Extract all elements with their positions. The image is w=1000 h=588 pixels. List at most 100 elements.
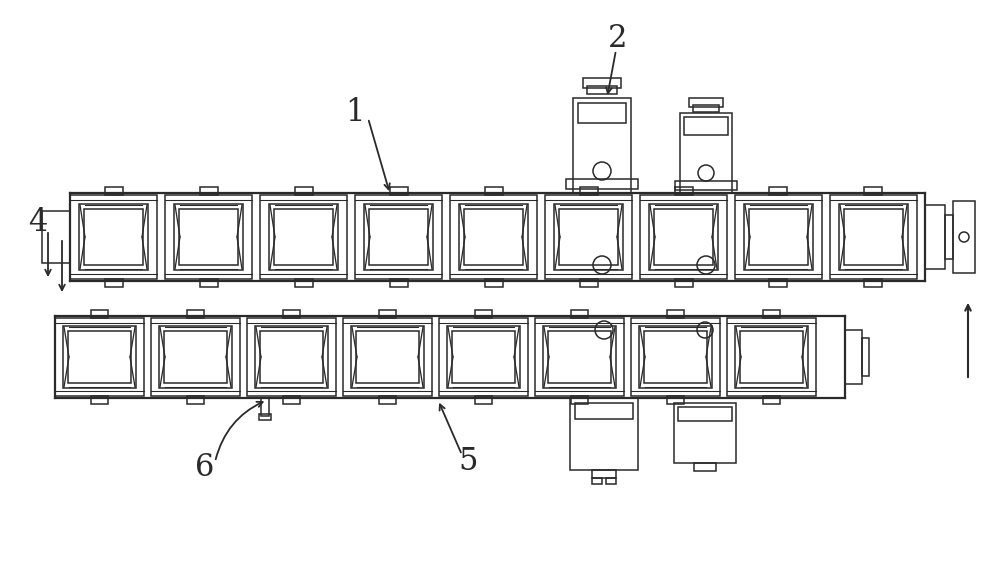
Bar xyxy=(580,279,598,287)
Bar xyxy=(644,331,707,383)
Bar xyxy=(459,204,528,270)
Bar xyxy=(580,187,598,195)
Bar xyxy=(694,463,716,471)
Bar xyxy=(727,318,816,396)
Bar xyxy=(640,195,727,279)
Bar xyxy=(91,310,108,318)
Bar xyxy=(452,331,515,383)
Bar xyxy=(164,331,227,383)
Bar xyxy=(587,86,617,94)
Bar xyxy=(187,396,204,404)
Bar xyxy=(200,187,218,195)
Bar xyxy=(484,187,503,195)
Text: 6: 6 xyxy=(195,453,215,483)
Bar xyxy=(247,318,336,396)
Bar xyxy=(578,103,626,123)
Bar xyxy=(274,209,333,265)
Bar xyxy=(674,187,692,195)
Bar xyxy=(343,318,432,396)
Bar xyxy=(283,396,300,404)
Bar xyxy=(570,398,638,470)
Bar xyxy=(283,310,300,318)
Bar xyxy=(187,310,204,318)
Bar xyxy=(450,195,537,279)
Bar xyxy=(255,326,328,388)
Bar xyxy=(631,318,720,396)
Bar xyxy=(744,204,813,270)
Bar xyxy=(545,195,632,279)
Bar xyxy=(606,478,616,484)
Bar xyxy=(592,470,616,478)
Bar xyxy=(674,279,692,287)
Bar xyxy=(654,209,713,265)
Bar xyxy=(649,204,718,270)
Bar xyxy=(70,195,157,279)
Bar xyxy=(439,318,528,396)
Bar xyxy=(953,201,975,273)
Bar xyxy=(583,78,621,88)
Bar xyxy=(592,478,602,484)
Bar xyxy=(769,279,787,287)
Bar xyxy=(864,279,882,287)
Bar xyxy=(945,215,953,259)
Bar xyxy=(864,187,882,195)
Bar xyxy=(862,338,869,376)
Bar xyxy=(159,326,232,388)
Bar xyxy=(554,204,623,270)
Bar xyxy=(379,396,396,404)
Bar xyxy=(678,407,732,421)
Bar xyxy=(261,398,269,416)
Bar xyxy=(295,279,313,287)
Bar xyxy=(379,310,396,318)
Bar xyxy=(740,331,803,383)
Bar xyxy=(105,187,123,195)
Bar xyxy=(42,211,70,263)
Bar xyxy=(475,396,492,404)
Bar xyxy=(566,179,638,189)
Bar xyxy=(269,204,338,270)
Bar xyxy=(84,209,143,265)
Bar xyxy=(351,326,424,388)
Bar xyxy=(667,396,684,404)
Bar xyxy=(105,279,123,287)
Bar xyxy=(260,331,323,383)
Bar xyxy=(535,318,624,396)
Bar xyxy=(735,195,822,279)
Bar xyxy=(91,396,108,404)
Text: 1: 1 xyxy=(345,96,365,128)
Bar xyxy=(925,205,945,269)
Bar xyxy=(79,204,148,270)
Text: 2: 2 xyxy=(608,22,628,54)
Bar xyxy=(165,195,252,279)
Bar xyxy=(844,209,903,265)
Text: 4: 4 xyxy=(28,206,48,238)
Bar xyxy=(68,331,131,383)
Bar xyxy=(693,105,719,112)
Bar xyxy=(559,209,618,265)
Bar xyxy=(573,98,631,193)
Bar xyxy=(151,318,240,396)
Bar xyxy=(260,195,347,279)
Bar xyxy=(174,204,243,270)
Bar xyxy=(364,204,433,270)
Bar xyxy=(830,195,917,279)
Bar xyxy=(675,181,737,190)
Bar xyxy=(684,117,728,135)
Bar xyxy=(447,326,520,388)
Bar xyxy=(571,396,588,404)
Bar xyxy=(749,209,808,265)
Bar xyxy=(639,326,712,388)
Bar xyxy=(390,187,408,195)
Bar xyxy=(200,279,218,287)
Bar xyxy=(369,209,428,265)
Bar xyxy=(543,326,616,388)
Bar xyxy=(839,204,908,270)
Bar xyxy=(295,187,313,195)
Bar xyxy=(763,310,780,318)
Bar xyxy=(475,310,492,318)
Bar xyxy=(689,98,723,107)
Bar xyxy=(356,331,419,383)
Bar xyxy=(464,209,523,265)
Bar xyxy=(548,331,611,383)
Bar xyxy=(63,326,136,388)
